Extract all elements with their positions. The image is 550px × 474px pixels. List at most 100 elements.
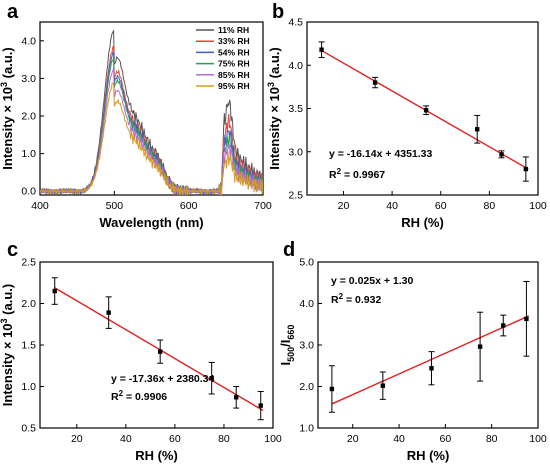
y-axis-label-unit: (a.u.) xyxy=(0,47,15,82)
x-tick-label: 60 xyxy=(435,200,447,212)
data-point xyxy=(52,288,57,294)
x-tick-label: 40 xyxy=(386,200,398,212)
data-point xyxy=(329,386,335,392)
y-tick-label: 2.5 xyxy=(21,257,36,269)
fit-equation: y = -16.14x + 4351.33 xyxy=(329,148,432,160)
r-squared-sup: 2 xyxy=(337,167,342,176)
r-squared-value: = 0.9967 xyxy=(341,169,385,181)
y-tick-label: 3.0 xyxy=(21,73,36,85)
data-point xyxy=(157,349,163,354)
legend-item: 11% RH xyxy=(218,25,249,35)
panel-a: 400 500 600 700 0.0 1.0 2.0 3.0 4.0 Wavelength (n… xyxy=(0,21,272,230)
x-axis-label: Wavelength (nm) xyxy=(99,215,203,230)
y-axis-label-sub: 660 xyxy=(286,325,296,340)
x-tick-label: 40 xyxy=(393,433,405,445)
data-point xyxy=(477,344,483,349)
spectra-lines xyxy=(40,29,263,195)
x-tick-label: 20 xyxy=(338,200,350,212)
y-tick-label: 3.0 xyxy=(299,340,314,352)
y-axis-label-sup: 3 xyxy=(0,82,9,87)
legend-item: 85% RH xyxy=(218,70,250,80)
y-axis-label: Intensity × 103 (a.u.) xyxy=(0,47,15,169)
x-tick-label: 80 xyxy=(484,200,496,212)
x-tick-label: 80 xyxy=(218,433,230,445)
y-tick-label: 0.5 xyxy=(21,423,36,435)
x-axis-label: RH (%) xyxy=(135,448,178,463)
y-tick-label: 2.0 xyxy=(21,298,36,310)
r-squared-value: = 0.9906 xyxy=(123,391,167,403)
y-tick-label: 2.5 xyxy=(288,190,303,202)
data-point xyxy=(423,108,429,113)
x-axis-label: RH (%) xyxy=(401,215,444,230)
y-tick-label: 1.0 xyxy=(299,423,314,435)
r-squared-value: = 0.932 xyxy=(343,294,381,306)
data-point xyxy=(523,166,529,172)
data-point xyxy=(429,366,434,371)
r-squared-sup: 2 xyxy=(119,389,124,398)
y-axis-label-main: Intensity × 10 xyxy=(0,87,15,170)
r-squared: R2 = 0.932 xyxy=(331,292,381,306)
x-tick-label: 100 xyxy=(529,200,547,212)
y-axis-label-mid: /I xyxy=(278,340,293,347)
y-axis-label: Intensity × 103 (a.u.) xyxy=(0,284,15,406)
y-tick-label: 2.0 xyxy=(21,111,36,123)
legend-item: 95% RH xyxy=(218,81,250,91)
x-tick-label: 400 xyxy=(31,200,49,212)
y-axis-label-main: I xyxy=(278,362,293,366)
data-point xyxy=(501,323,506,328)
data-point xyxy=(372,80,378,85)
x-tick-label: 100 xyxy=(529,433,547,445)
y-axis-label-unit: (a.u.) xyxy=(267,47,282,82)
r-squared-label: R xyxy=(329,169,337,181)
panel-letter: b xyxy=(272,1,284,23)
fit-line xyxy=(331,315,530,405)
panel-letter: a xyxy=(7,1,19,23)
y-tick-label: 1.5 xyxy=(21,340,36,352)
panel-letter: c xyxy=(7,239,18,261)
data-point xyxy=(475,127,480,132)
x-tick-label: 20 xyxy=(347,433,359,445)
x-axis-label: RH (%) xyxy=(407,448,450,463)
y-axis-label-sup: 3 xyxy=(266,82,276,87)
panel-c: 20 40 60 80 100 0.5 1.0 1.5 2.0 2.5 RH (%) Intensit… xyxy=(0,257,282,464)
legend-item: 33% RH xyxy=(218,36,250,46)
fit-equation: y = 0.025x + 1.30 xyxy=(331,275,413,287)
y-tick-label: 3.0 xyxy=(288,146,303,158)
fit-equation: y = -17.36x + 2380.34 xyxy=(111,373,214,385)
data-point xyxy=(209,376,214,381)
y-axis-label-unit: (a.u.) xyxy=(0,284,15,319)
y-axis-label-main: Intensity × 10 xyxy=(267,87,282,170)
x-tick-label: 60 xyxy=(440,433,452,445)
x-tick-label: 600 xyxy=(180,200,198,212)
panel-d: 20 40 60 80 100 1.0 2.0 3.0 4.0 5.0 RH (%) I500/I66… xyxy=(278,257,547,464)
x-tick-label: 700 xyxy=(254,200,272,212)
data-point xyxy=(234,395,239,400)
y-tick-label: 1.0 xyxy=(21,381,36,393)
data-point xyxy=(499,152,504,157)
y-axis-label-main: Intensity × 10 xyxy=(0,323,15,406)
x-tick-label: 500 xyxy=(106,200,124,212)
y-axis-label: Intensity × 103 (a.u.) xyxy=(266,47,282,169)
y-tick-label: 5.0 xyxy=(299,257,314,269)
r-squared-label: R xyxy=(111,391,119,403)
series-line xyxy=(40,82,263,195)
x-tick-label: 20 xyxy=(71,433,83,445)
plot-frame xyxy=(39,21,264,196)
data-point xyxy=(258,403,263,408)
r-squared: R2 = 0.9967 xyxy=(329,167,385,181)
data-point xyxy=(319,47,324,52)
y-tick-label: 4.0 xyxy=(21,35,36,47)
y-tick-label: 2.0 xyxy=(299,381,314,393)
x-tick-label: 40 xyxy=(120,433,132,445)
y-tick-label: 4.5 xyxy=(288,17,303,29)
y-tick-label: 1.0 xyxy=(21,148,36,160)
data-point xyxy=(106,310,111,315)
r-squared-label: R xyxy=(331,294,339,306)
panel-letter: d xyxy=(283,239,295,261)
y-tick-label: 3.5 xyxy=(288,103,303,115)
y-tick-label: 4.0 xyxy=(299,298,314,310)
data-point xyxy=(524,316,529,322)
x-tick-label: 100 xyxy=(264,433,282,445)
x-tick-label: 80 xyxy=(486,433,498,445)
y-axis-label: I500/I660 xyxy=(278,325,296,366)
